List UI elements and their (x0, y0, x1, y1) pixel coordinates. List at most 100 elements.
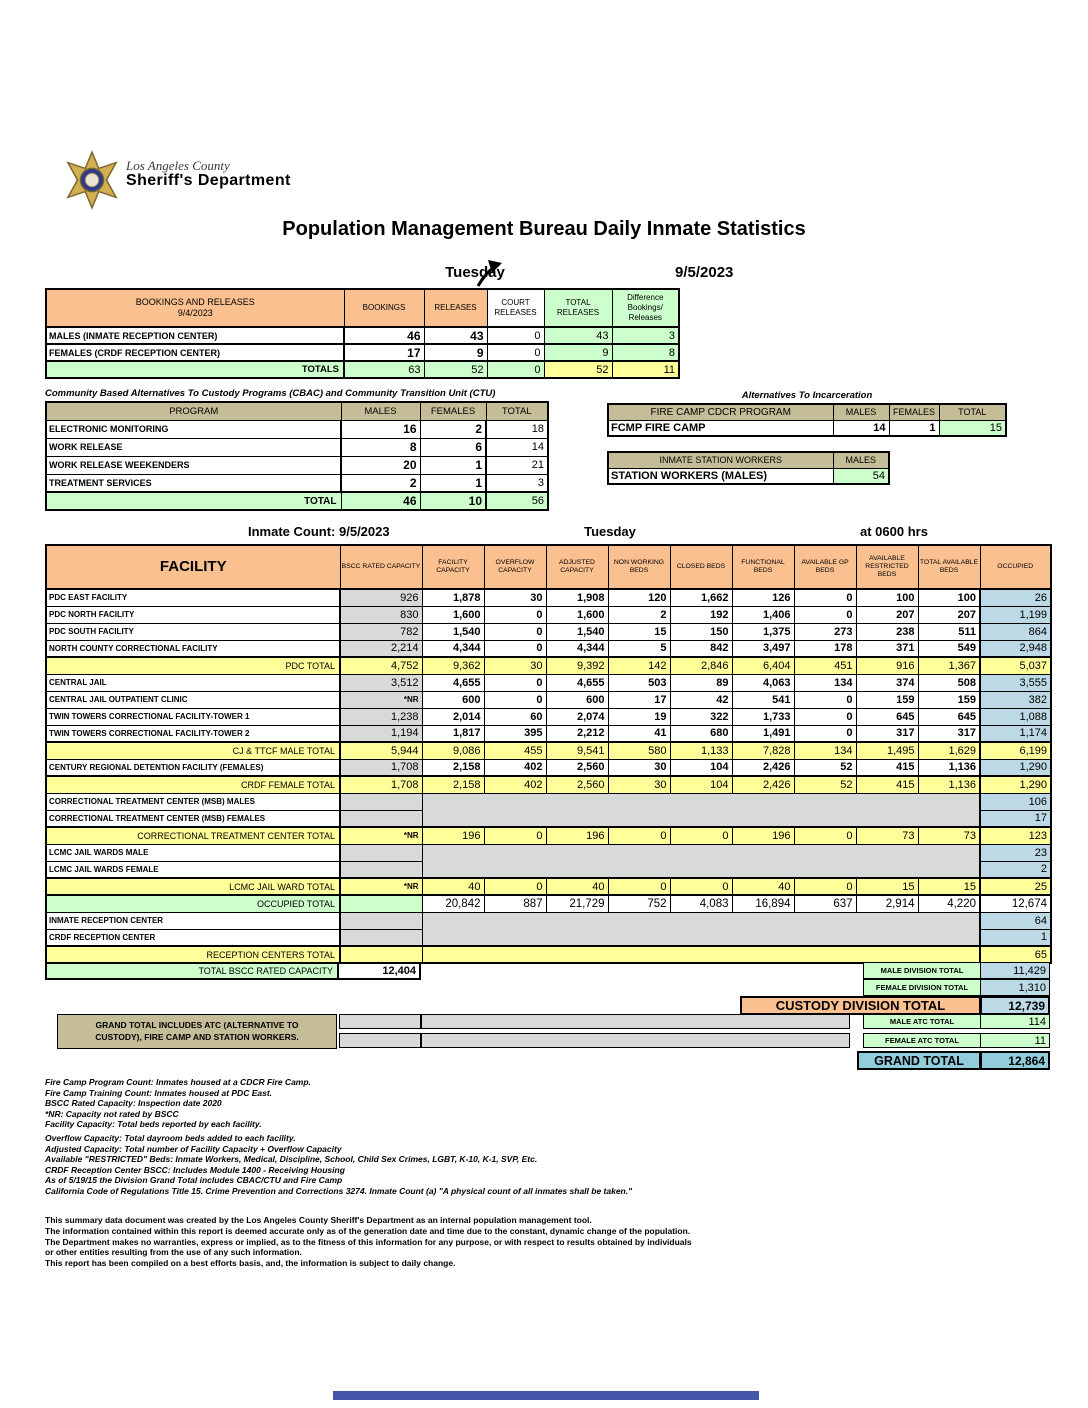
value-cell: 600 (421, 690, 485, 709)
bscc-cell: 3,512 (339, 673, 423, 692)
value-cell: 16,894 (731, 894, 795, 913)
value-cell: 2,560 (545, 758, 609, 777)
value-cell: 1,540 (421, 622, 485, 641)
cbac-row: ELECTRONIC MONITORING 16 2 18 (45, 419, 549, 439)
value-cell: 1,375 (731, 622, 795, 641)
bookings-row: MALES (INMATE RECEPTION CENTER) 46 43 0 43 3 (45, 326, 680, 345)
occupied-cell: 2 (979, 860, 1052, 879)
value-cell: 43 (543, 326, 613, 345)
value-cell: 1 (419, 473, 487, 493)
bscc-cell: 2,214 (339, 639, 423, 658)
value-cell: 2,846 (669, 656, 733, 675)
row-label: PDC TOTAL (45, 656, 341, 675)
bscc-cell: *NR (339, 877, 423, 896)
footnote-line: Fire Camp Training Count: Inmates housed… (45, 1087, 273, 1098)
footnote-line: Overflow Capacity: Total dayroom beds ad… (45, 1132, 296, 1143)
value-cell: 455 (483, 741, 547, 760)
value-cell: 134 (793, 673, 857, 692)
bscc-cell (339, 945, 423, 964)
female-atc-total-label: FEMALE ATC TOTAL (863, 1033, 981, 1048)
row-label: CJ & TTCF MALE TOTAL (45, 741, 341, 760)
value-cell: 60 (483, 707, 547, 726)
bscc-cell: *NR (339, 690, 423, 709)
row-label: FCMP FIRE CAMP (607, 419, 834, 437)
row-label: PDC EAST FACILITY (45, 588, 341, 607)
value-cell: 1,491 (731, 724, 795, 743)
facility-col-header: CLOSED BEDS (669, 544, 733, 590)
value-cell: 1,367 (917, 656, 981, 675)
station-workers-row: STATION WORKERS (MALES) 54 (607, 467, 890, 485)
value-cell: 42 (669, 690, 733, 709)
value-cell: 0 (793, 826, 857, 845)
value-cell: 0 (483, 826, 547, 845)
value-cell: 1,629 (917, 741, 981, 760)
value-cell: 503 (607, 673, 671, 692)
footnote-line: As of 5/19/15 the Division Grand Total i… (45, 1175, 343, 1186)
bookings-col-header: BOOKINGS (343, 288, 425, 328)
row-label: TREATMENT SERVICES (45, 473, 342, 493)
grand-total-note: GRAND TOTAL INCLUDES ATC (ALTERNATIVE TO… (57, 1014, 337, 1049)
facility-row: PDC EAST FACILITY 926 1,878 30 1,908 120 1,662… (45, 588, 1052, 607)
value-cell: 2,914 (855, 894, 919, 913)
bscc-cell (339, 792, 423, 811)
cbac-section-title: Community Based Alternatives To Custody … (45, 388, 496, 399)
footnote-line: California Code of Regulations Title 15.… (45, 1185, 633, 1196)
value-cell: 15 (938, 419, 1007, 437)
value-cell: 4,655 (421, 673, 485, 692)
bscc-cell (339, 928, 423, 947)
facility-row: LCMC JAIL WARD TOTAL *NR 40 0 40 0 0 40 0 15 15 25 (45, 877, 1052, 896)
total-bscc-capacity-label: TOTAL BSCC RATED CAPACITY (45, 962, 339, 980)
value-cell: 0 (793, 588, 857, 607)
occupied-cell: 5,037 (979, 656, 1052, 675)
value-cell: 1,908 (545, 588, 609, 607)
bscc-cell: 1,708 (339, 758, 423, 777)
facility-col-header: FUNCTIONAL BEDS (731, 544, 795, 590)
value-cell: 159 (917, 690, 981, 709)
bscc-cell: 1,708 (339, 775, 423, 794)
cbac-row: TREATMENT SERVICES 2 1 3 (45, 473, 549, 493)
value-cell: 4,344 (545, 639, 609, 658)
row-label: PDC SOUTH FACILITY (45, 622, 341, 641)
row-label: CENTRAL JAIL (45, 673, 341, 692)
row-label: LCMC JAIL WARDS MALE (45, 843, 341, 862)
row-label: RECEPTION CENTERS TOTAL (45, 945, 341, 964)
footnotes: Fire Camp Program Count: Inmates housed … (45, 1077, 685, 1197)
value-cell: 40 (545, 877, 609, 896)
value-cell: 0 (669, 877, 733, 896)
bookings-row: FEMALES (CRDF RECEPTION CENTER) 17 9 0 9 8 (45, 343, 680, 362)
value-cell: 20,842 (421, 894, 485, 913)
value-cell: 2,426 (731, 758, 795, 777)
value-cell: 17 (607, 690, 671, 709)
row-label: WORK RELEASE (45, 437, 342, 457)
disclaimer-line: This report has been compiled on a best … (45, 1258, 456, 1269)
occupied-cell: 1,290 (979, 775, 1052, 794)
value-cell: 645 (855, 707, 919, 726)
facility-row: PDC SOUTH FACILITY 782 1,540 0 1,540 15 150 1,3… (45, 622, 1052, 641)
fire-camp-col-header: TOTAL (938, 403, 1007, 421)
bscc-cell: 4,752 (339, 656, 423, 675)
inmate-count-day: Tuesday (584, 524, 636, 539)
value-cell: 15 (607, 622, 671, 641)
facility-row: PDC NORTH FACILITY 830 1,600 0 1,600 2 192 1,40… (45, 605, 1052, 624)
fire-camp-col-header: MALES (832, 403, 890, 421)
bscc-cell (339, 860, 423, 879)
value-cell: 0 (793, 877, 857, 896)
report-day: Tuesday (445, 264, 505, 281)
station-workers-header-row: INMATE STATION WORKERS MALES (607, 451, 890, 469)
value-cell: 2,426 (731, 775, 795, 794)
value-cell: 317 (917, 724, 981, 743)
merged-empty-cell (421, 945, 981, 964)
value-cell: 2 (607, 605, 671, 624)
facility-row: CORRECTIONAL TREATMENT CENTER (MSB) MALE… (45, 792, 1052, 828)
row-label: CORRECTIONAL TREATMENT CENTER (MSB) FEMA… (45, 809, 341, 828)
row-label: LCMC JAIL WARDS FEMALE (45, 860, 341, 879)
value-cell: 0 (607, 877, 671, 896)
value-cell: 415 (855, 758, 919, 777)
facility-header-row: FACILITY BSCC RATED CAPACITY FACILITY CAPA… (45, 544, 1052, 590)
value-cell: 1,733 (731, 707, 795, 726)
occupied-cell: 123 (979, 826, 1052, 845)
value-cell: 1,878 (421, 588, 485, 607)
value-cell: 9,541 (545, 741, 609, 760)
row-label: WORK RELEASE WEEKENDERS (45, 455, 342, 475)
value-cell: 402 (483, 758, 547, 777)
